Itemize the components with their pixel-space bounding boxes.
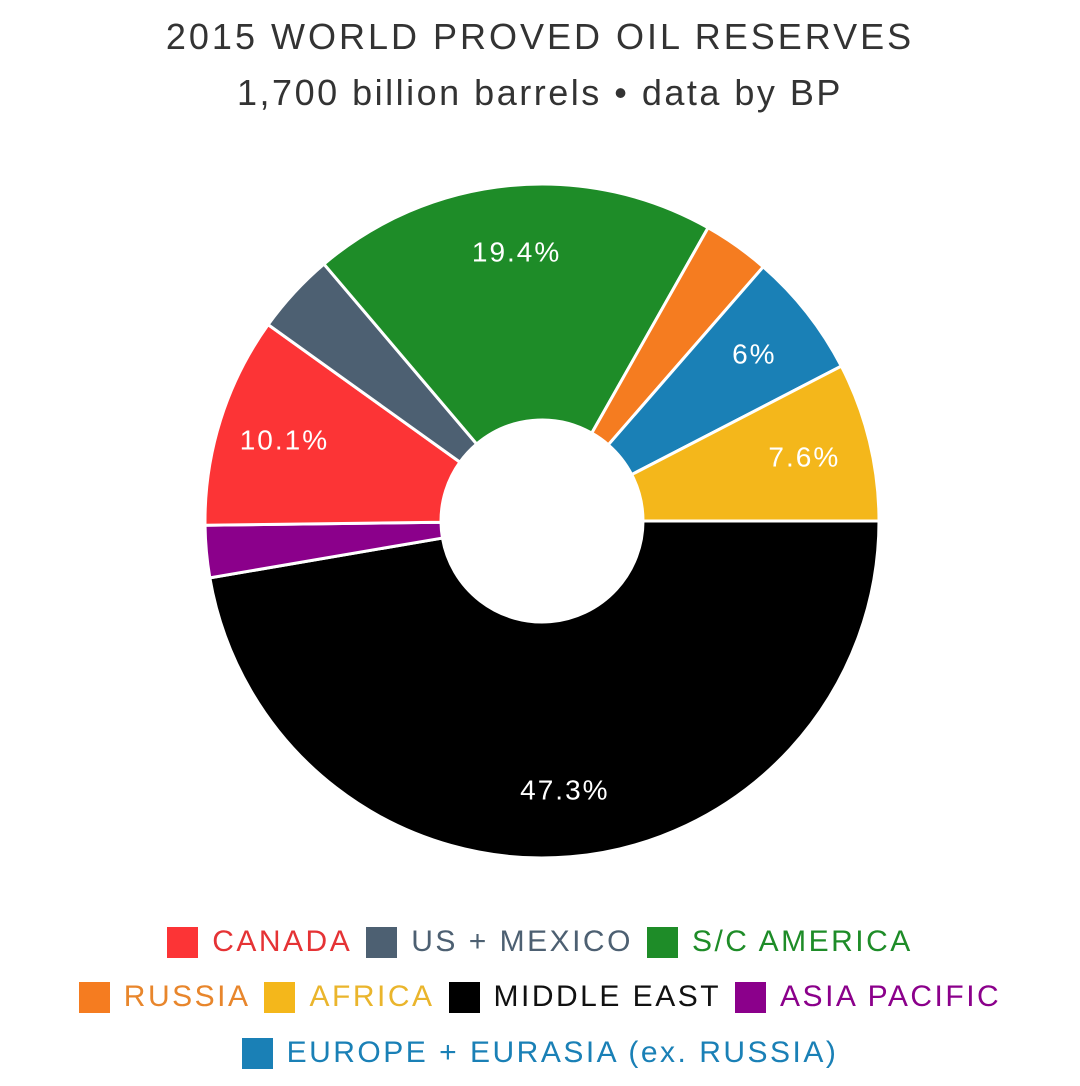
data-label: 10.1% <box>240 424 329 455</box>
donut-chart: 47.3% 10.1% 19.4% 6% 7.6% <box>203 182 881 860</box>
legend-item: CANADA <box>167 925 352 959</box>
legend-label: CANADA <box>212 925 353 958</box>
legend-item: MIDDLE EAST <box>448 980 722 1014</box>
slice-middle-east <box>208 519 881 860</box>
legend-item: AFRICA <box>264 980 434 1014</box>
legend-swatch <box>448 981 480 1013</box>
legend-label: RUSSIA <box>123 980 251 1013</box>
legend-label: S/C AMERICA <box>691 925 913 958</box>
legend-label: US + MEXICO <box>411 925 633 958</box>
slice-canada <box>203 322 463 527</box>
legend-item: EUROPE + EURASIA (ex. RUSSIA) <box>241 1036 839 1070</box>
legend-swatch <box>78 981 110 1013</box>
legend-swatch <box>241 1037 273 1069</box>
legend-row: RUSSIA AFRICA MIDDLE EAST ASIA PACIFIC <box>0 980 1080 1014</box>
legend-item: RUSSIA <box>78 980 251 1014</box>
data-label: 19.4% <box>472 237 561 268</box>
data-label: 6% <box>732 339 776 370</box>
legend-label: ASIA PACIFIC <box>780 980 1002 1013</box>
legend-swatch <box>167 926 199 958</box>
legend-label: AFRICA <box>309 980 435 1013</box>
chart-subtitle: 1,700 billion barrels • data by BP <box>237 72 843 113</box>
slice-africa <box>629 364 881 523</box>
legend-row: CANADA US + MEXICO S/C AMERICA <box>0 925 1080 959</box>
legend-item: US + MEXICO <box>366 925 633 959</box>
legend-swatch <box>646 926 678 958</box>
legend-item: ASIA PACIFIC <box>735 980 1001 1014</box>
data-label: 47.3% <box>520 775 609 806</box>
legend-label: EUROPE + EURASIA (ex. RUSSIA) <box>286 1036 839 1069</box>
legend-label: MIDDLE EAST <box>493 980 722 1013</box>
legend-swatch <box>264 981 296 1013</box>
legend-row: EUROPE + EURASIA (ex. RUSSIA) <box>0 1036 1080 1070</box>
legend-swatch <box>366 926 398 958</box>
chart-title: 2015 WORLD PROVED OIL RESERVES <box>165 16 915 57</box>
legend-item: S/C AMERICA <box>646 925 913 959</box>
slice-s-c-america <box>321 182 711 447</box>
data-label: 7.6% <box>768 442 840 473</box>
legend-swatch <box>735 981 767 1013</box>
